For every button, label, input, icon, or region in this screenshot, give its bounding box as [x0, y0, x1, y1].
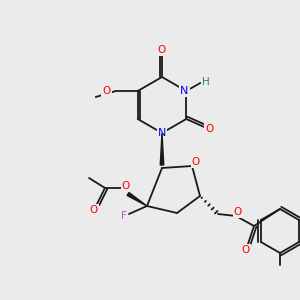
Text: H: H [202, 77, 210, 87]
Polygon shape [127, 193, 147, 206]
Text: O: O [192, 157, 200, 167]
Text: F: F [121, 211, 127, 221]
Text: O: O [205, 124, 213, 134]
Text: O: O [158, 45, 166, 55]
Text: N: N [180, 86, 188, 96]
Text: O: O [103, 86, 111, 96]
Text: O: O [122, 181, 130, 191]
Text: O: O [242, 245, 250, 255]
Text: N: N [158, 128, 166, 138]
Text: O: O [234, 207, 242, 217]
Text: O: O [90, 205, 98, 215]
Polygon shape [160, 133, 164, 165]
